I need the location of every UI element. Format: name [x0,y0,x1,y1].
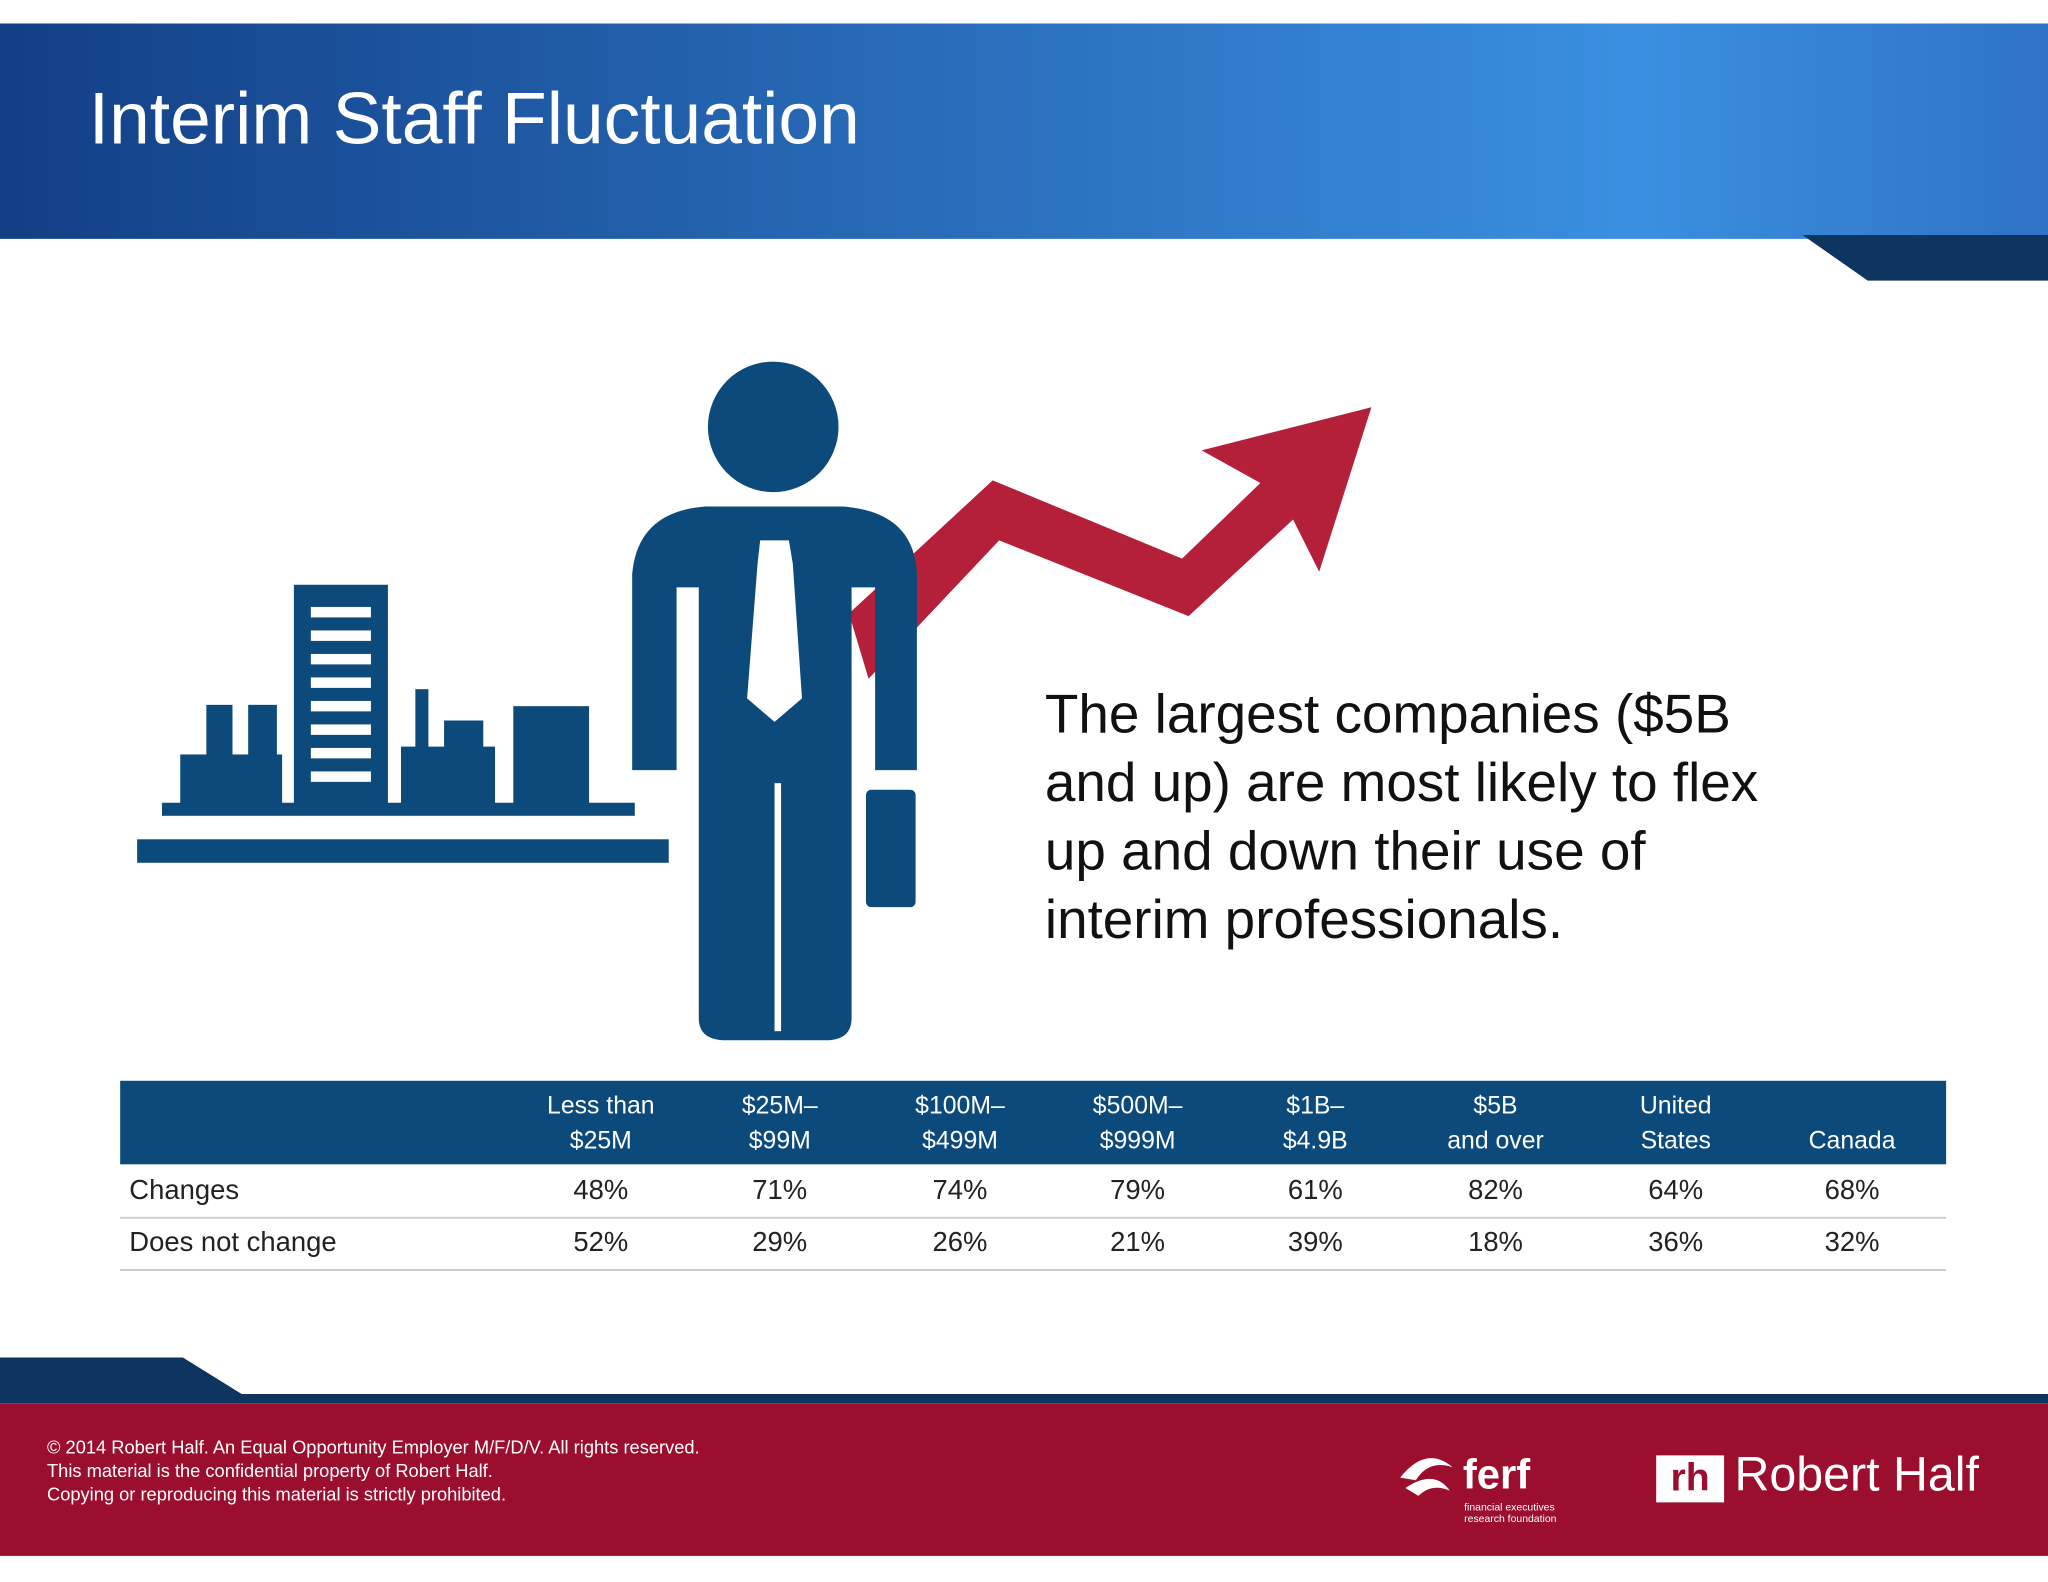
header-band [0,23,2048,239]
column-header: Canada [1809,1128,1896,1155]
column-header: $4.9B [1283,1128,1348,1155]
footer-line: Copying or reproducing this material is … [47,1484,506,1505]
callout-line: The largest companies ($5B [1045,682,1731,744]
callout-line: interim professionals. [1045,888,1563,950]
callout: The largest companies ($5B and up) are mo… [1045,682,1758,950]
column-header: $499M [922,1128,998,1155]
row-label: Does not change [129,1226,336,1257]
callout-line: and up) are most likely to flex [1045,751,1758,813]
cell: 64% [1648,1174,1703,1205]
footer-line: This material is the confidential proper… [47,1460,493,1481]
cell: 61% [1288,1174,1343,1205]
cell: 39% [1288,1226,1343,1257]
cell: 36% [1648,1226,1703,1257]
footer-text: © 2014 Robert Half. An Equal Opportunity… [47,1437,700,1505]
column-header: $500M– [1093,1092,1183,1119]
cell: 79% [1110,1174,1165,1205]
cell: 18% [1468,1226,1523,1257]
footer-line: © 2014 Robert Half. An Equal Opportunity… [47,1437,700,1458]
cell: 32% [1825,1226,1880,1257]
column-header: $100M– [915,1092,1005,1119]
column-header: $99M [749,1128,811,1155]
header-stripe [0,234,2048,281]
cell: 21% [1110,1226,1165,1257]
table-header [120,1080,1947,1165]
column-header: $25M [570,1128,632,1155]
cell: 74% [933,1174,988,1205]
column-header: $25M– [742,1092,818,1119]
ferf-tagline: financial executives [1464,1502,1555,1513]
ferf-logo: ferf financial executives research found… [1400,1451,1557,1525]
callout-line: up and down their use of [1045,819,1646,881]
row-label: Changes [129,1174,239,1205]
cell: 26% [933,1226,988,1257]
column-header: $1B– [1286,1092,1344,1119]
cell: 29% [752,1226,807,1257]
robert-half-logo: rh Robert Half [1656,1447,1980,1503]
cell: 71% [752,1174,807,1205]
cell: 82% [1468,1174,1523,1205]
ferf-tagline: research foundation [1464,1514,1556,1525]
column-header: States [1641,1128,1711,1155]
title: Interim Staff Fluctuation [89,78,860,159]
rh-mark: rh [1671,1457,1710,1500]
ferf-name: ferf [1463,1451,1530,1498]
rh-name: Robert Half [1735,1447,1980,1501]
table: Less than $25M $25M– $99M $100M– $499M $500M– $… [120,1092,1947,1272]
column-header: $999M [1100,1128,1176,1155]
illustration [137,361,1372,1041]
footer-stripe [0,1357,2048,1404]
column-header: and over [1447,1128,1544,1155]
column-header: Less than [547,1092,655,1119]
column-header: $5B [1473,1092,1517,1119]
cell: 68% [1825,1174,1880,1205]
column-header: United [1640,1092,1712,1119]
cell: 52% [573,1226,628,1257]
cell: 48% [573,1174,628,1205]
